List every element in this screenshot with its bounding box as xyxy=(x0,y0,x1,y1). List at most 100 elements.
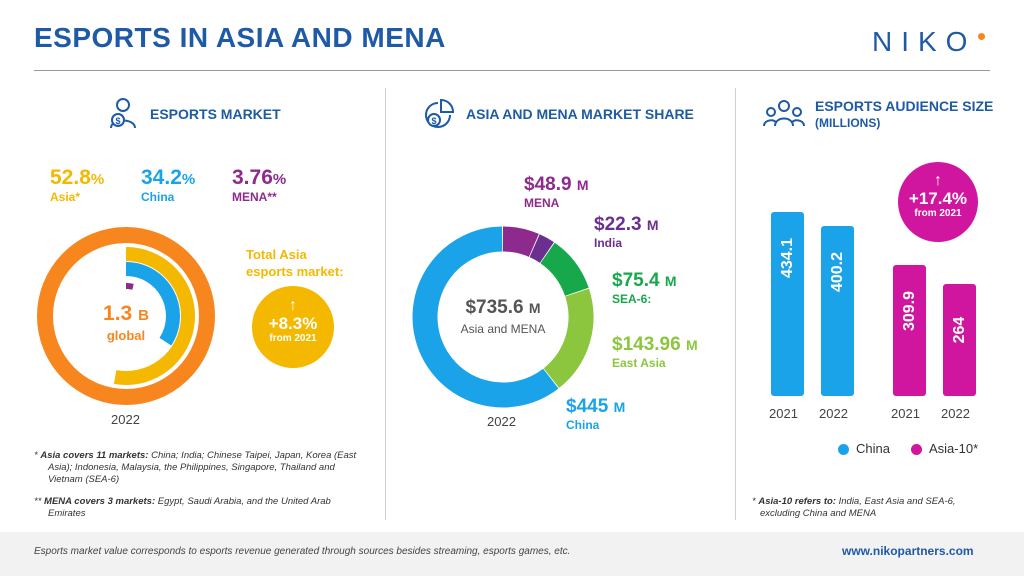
footnote-marker: * xyxy=(34,450,38,461)
segment-label-sea6: $75.4 M SEA-6: xyxy=(612,270,677,306)
segment-unit: M xyxy=(646,217,659,233)
footnote-text: China; India; Chinese Taipei, Japan, Kor… xyxy=(48,450,357,485)
market-year: 2022 xyxy=(111,412,140,427)
segment-label-mena: $48.9 M MENA xyxy=(524,174,589,210)
bar-asia10-2022 xyxy=(943,284,976,396)
footnote-text: India, East Asia and SEA-6, excluding Ch… xyxy=(760,496,956,519)
page-title: ESPORTS IN ASIA AND MENA xyxy=(34,22,446,53)
share-center-value: $735.6 M xyxy=(443,297,563,319)
stat-asia-unit: % xyxy=(90,171,105,188)
stat-china-label: China xyxy=(141,190,175,204)
footnote-bold: Asia-10 refers to: xyxy=(758,496,836,507)
share-center-unit: M xyxy=(528,300,541,316)
asia10-footnote: * Asia-10 refers to: India, East Asia an… xyxy=(752,496,992,520)
segment-unit: M xyxy=(685,337,698,353)
person-money-icon: $ xyxy=(106,96,140,130)
pie-money-icon: $ xyxy=(422,96,456,130)
footnote-text: Egypt, Saudi Arabia, and the United Arab… xyxy=(48,496,331,519)
market-arc-china xyxy=(125,262,180,346)
segment-name: India xyxy=(594,236,623,250)
bar-year-label: 2022 xyxy=(819,406,848,421)
share-arc-eastasia xyxy=(543,288,594,388)
share-year: 2022 xyxy=(487,414,516,429)
asia-growth-value: +8.3% xyxy=(268,314,318,333)
audience-section-subtitle: (MILLIONS) xyxy=(815,116,881,130)
stat-china: 34.2% China xyxy=(141,166,195,204)
total-asia-label-line1: Total Asia xyxy=(246,247,307,262)
legend-asia10-label: Asia-10* xyxy=(929,441,979,456)
stat-mena-value: 3.76 xyxy=(232,166,273,189)
up-arrow-icon: ↑ xyxy=(289,297,297,314)
bar-value-label: 264 xyxy=(950,316,968,344)
segment-label-east-asia: $143.96 M East Asia xyxy=(612,334,698,370)
legend-china-swatch xyxy=(838,444,849,455)
market-ring-chart xyxy=(37,227,215,405)
bar-asia10-2021 xyxy=(893,264,926,396)
bar-value-label: 309.9 xyxy=(900,290,918,331)
audience-icon xyxy=(762,96,806,130)
bar-value-label: 434.1 xyxy=(778,237,796,279)
footnote-marker: ** xyxy=(34,496,42,507)
footnote-marker: * xyxy=(752,496,756,507)
column-divider xyxy=(385,88,386,520)
segment-unit: M xyxy=(664,273,677,289)
segment-value: $48.9 xyxy=(524,174,572,195)
market-center-label: global xyxy=(106,328,146,343)
website-link[interactable]: www.nikopartners.com xyxy=(842,544,974,558)
audience-growth-from: from 2021 xyxy=(914,208,962,219)
footnote-bold: Asia covers 11 markets: xyxy=(40,450,149,461)
up-arrow-icon: ↑ xyxy=(934,172,942,189)
bar-value-label: 400.2 xyxy=(828,252,846,293)
bar-year-label: 2021 xyxy=(891,406,920,421)
footnote-bold: MENA covers 3 markets: xyxy=(44,496,156,507)
segment-name: China xyxy=(566,418,600,432)
segment-unit: M xyxy=(576,177,589,193)
segment-value: $143.96 xyxy=(612,334,681,355)
share-arc-india xyxy=(529,234,554,264)
stat-china-value: 34.2 xyxy=(141,166,182,189)
market-center-value: 1.3 B xyxy=(81,302,171,326)
stat-asia: 52.8% Asia* xyxy=(50,166,104,204)
bar-year-label: 2021 xyxy=(769,406,798,421)
share-section-title: ASIA AND MENA MARKET SHARE xyxy=(466,106,694,122)
niko-logo: NIKO xyxy=(872,26,977,57)
audience-growth-value: +17.4% xyxy=(908,189,968,208)
share-arc-sea6 xyxy=(540,242,589,297)
stat-mena-label: MENA** xyxy=(232,190,277,204)
header-divider xyxy=(34,70,990,71)
market-arc-asia xyxy=(113,247,196,385)
market-center-unit: B xyxy=(138,307,149,324)
bar-china-2021 xyxy=(771,212,804,396)
segment-label-china: $445 M China xyxy=(566,396,625,432)
share-center-number: $735.6 xyxy=(465,297,524,318)
segment-name: SEA-6: xyxy=(612,292,652,306)
stat-china-unit: % xyxy=(181,171,196,188)
bar-year-label: 2022 xyxy=(941,406,970,421)
segment-name: MENA xyxy=(524,196,560,210)
legend-china-label: China xyxy=(856,441,890,456)
global-ring xyxy=(37,227,215,405)
mena-footnote: ** MENA covers 3 markets: Egypt, Saudi A… xyxy=(34,496,364,520)
segment-unit: M xyxy=(613,399,626,415)
segment-value: $445 xyxy=(566,396,609,417)
stat-mena: 3.76% MENA** xyxy=(232,166,286,204)
audience-section-title: ESPORTS AUDIENCE SIZE xyxy=(815,98,994,114)
segment-value: $75.4 xyxy=(612,270,660,291)
svg-text:$: $ xyxy=(115,116,120,126)
asia-growth-badge: ↑ +8.3% from 2021 xyxy=(252,286,334,368)
share-arc-mena xyxy=(502,226,539,258)
segment-value: $22.3 xyxy=(594,214,642,235)
footer-note: Esports market value corresponds to espo… xyxy=(34,546,571,557)
segment-name: East Asia xyxy=(612,356,666,370)
share-arc-china xyxy=(412,226,559,408)
stat-asia-label: Asia* xyxy=(50,190,81,204)
bar-china-2022 xyxy=(821,226,854,396)
stat-mena-unit: % xyxy=(272,171,287,188)
market-arc-mena xyxy=(125,282,134,290)
total-asia-label-line2: esports market: xyxy=(246,264,344,279)
audience-growth-badge: ↑ +17.4% from 2021 xyxy=(898,162,978,242)
share-donut-chart xyxy=(412,226,594,408)
asia-growth-from: from 2021 xyxy=(269,333,317,344)
footer xyxy=(0,532,1024,576)
stat-asia-value: 52.8 xyxy=(50,166,91,189)
